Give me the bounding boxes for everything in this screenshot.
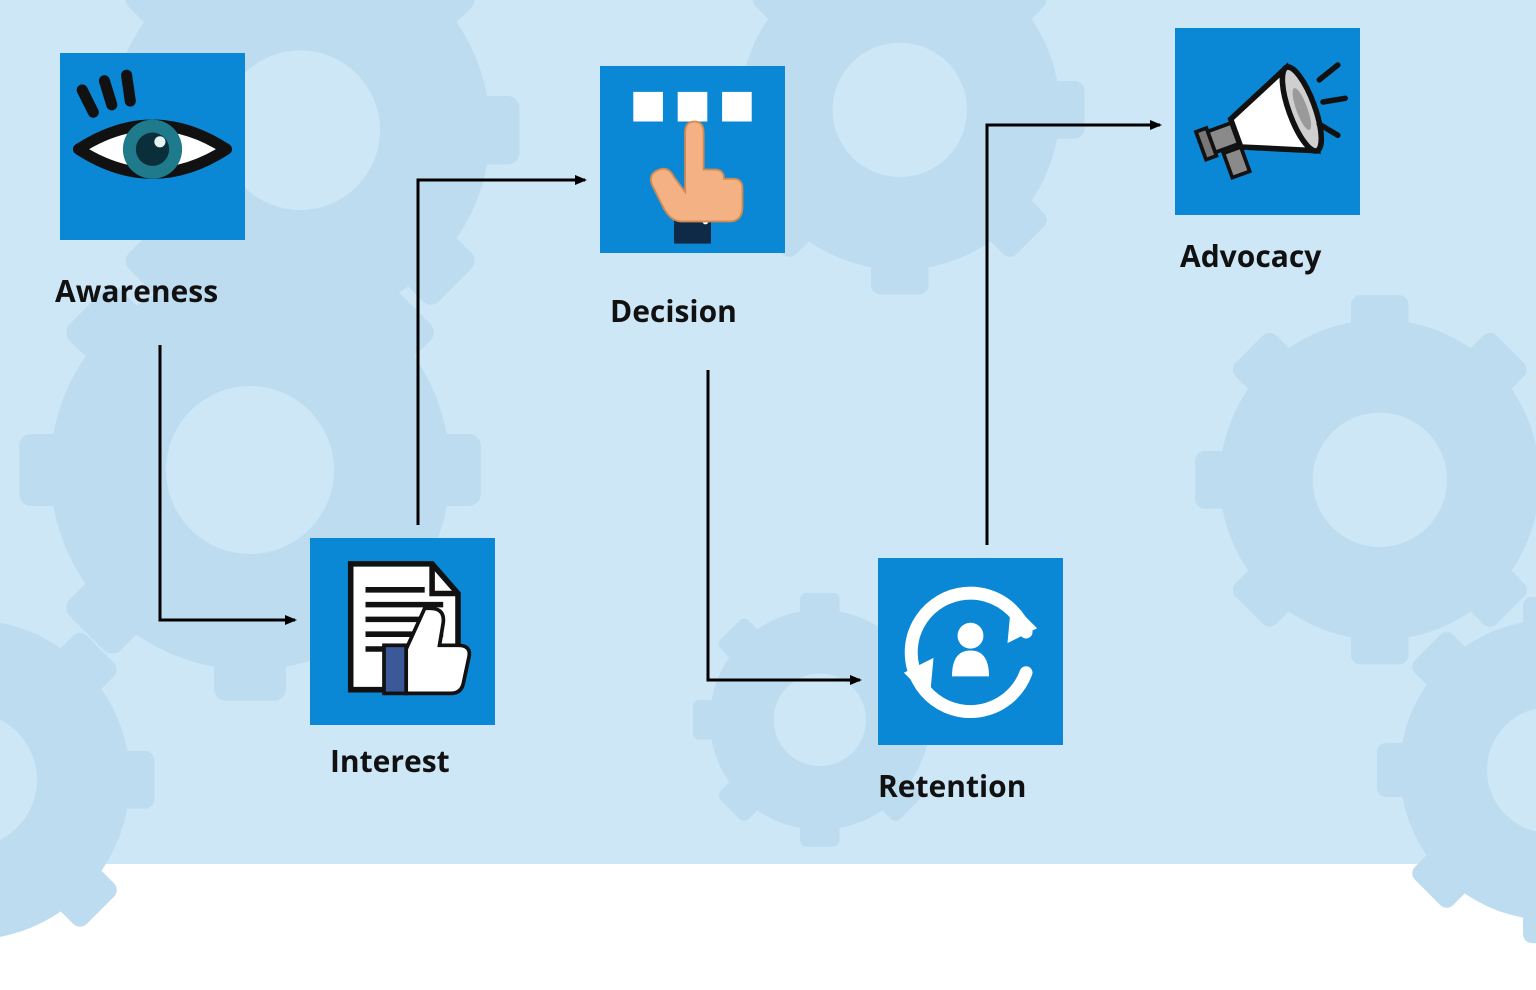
arrow-decision-to-retention [708,370,860,680]
diagram-canvas: AwarenessInterestDecisionRetentionAdvoca… [0,0,1536,864]
arrow-interest-to-decision [418,180,585,525]
arrow-retention-to-advocacy [987,125,1160,545]
flow-arrows [0,0,1536,864]
arrow-awareness-to-interest [160,345,295,620]
